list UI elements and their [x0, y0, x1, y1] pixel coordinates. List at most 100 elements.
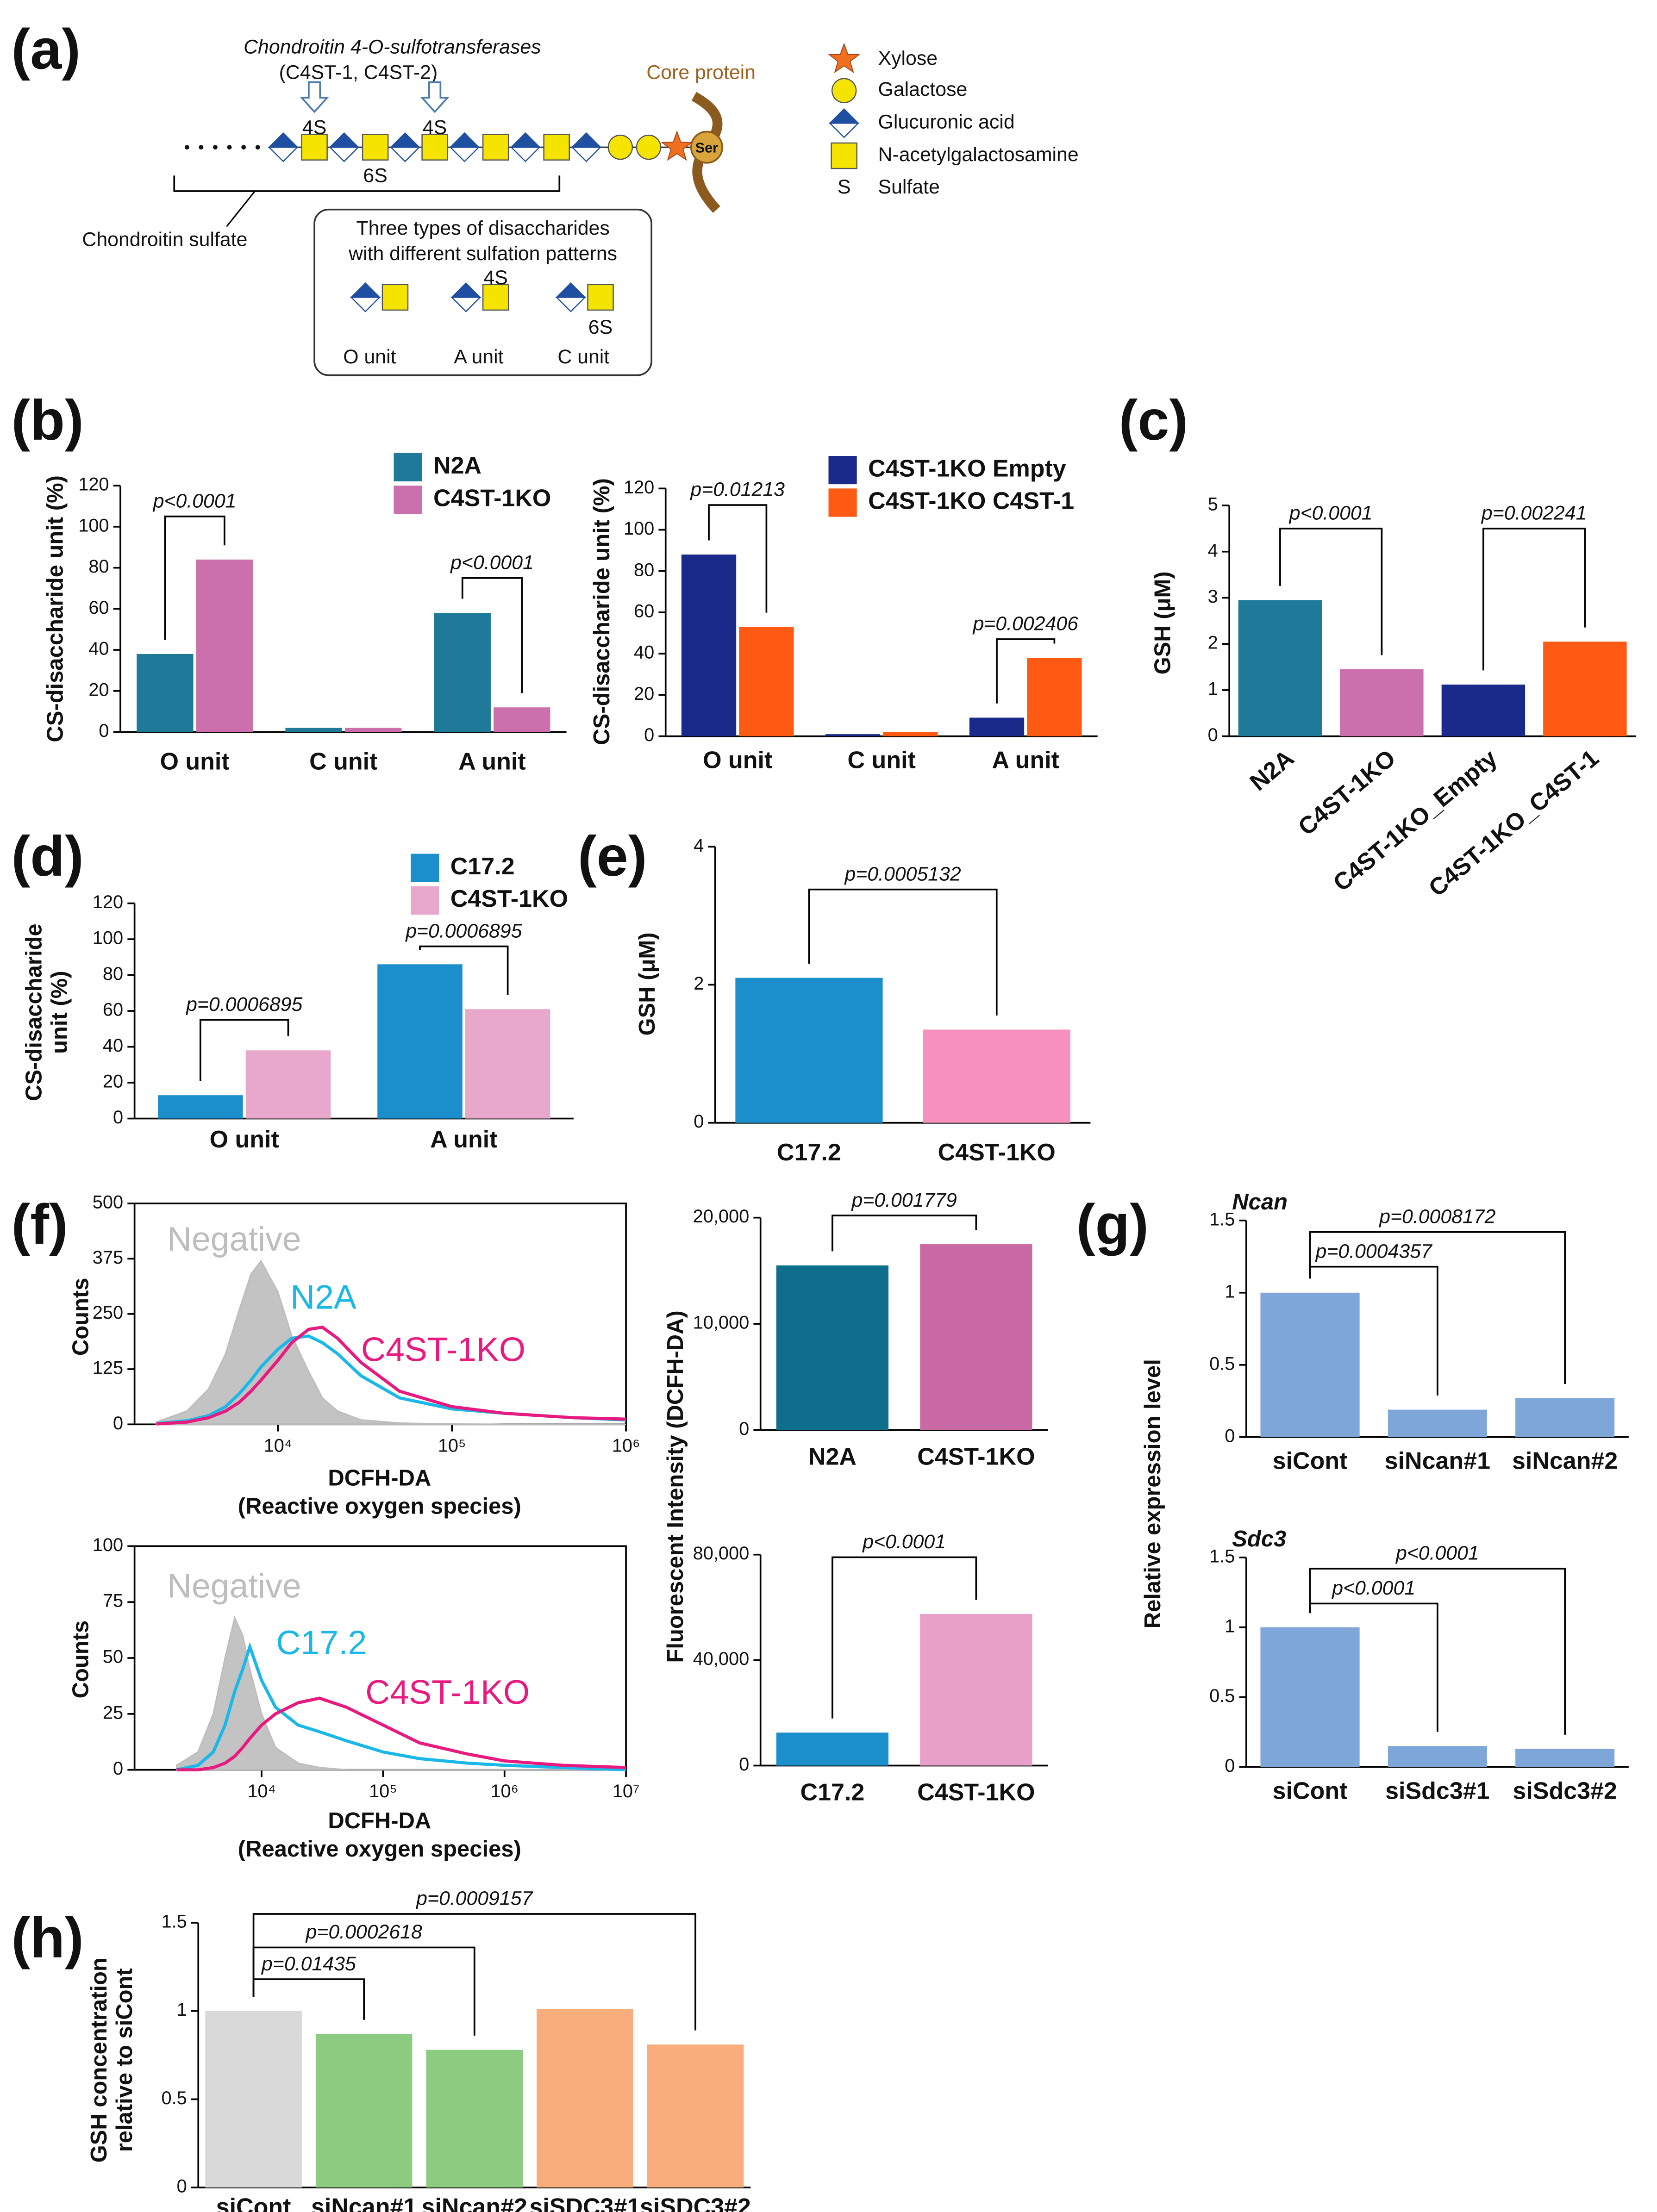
bar [1260, 1627, 1360, 1767]
core-protein-label: Core protein [646, 61, 756, 83]
significance-bracket [708, 504, 768, 613]
annotation: p=0.0005132 [844, 863, 961, 885]
series-label: N2A [290, 1278, 356, 1316]
y-axis-label: CS-disaccharide unit (%) [589, 478, 614, 745]
legend-swatch [828, 455, 857, 485]
bar [1543, 642, 1627, 736]
legend-swatch [394, 453, 422, 482]
x-axis-label: DCFH-DA [328, 1466, 431, 1491]
significance-bracket [200, 1019, 289, 1081]
bar [1340, 669, 1424, 736]
bar [315, 2034, 413, 2188]
legend-label: Galactose [878, 78, 968, 100]
significance-bracket [164, 515, 225, 640]
y-axis-label: CS-disaccharide unit (%) [43, 475, 68, 742]
chain-dots [184, 145, 260, 150]
y-tick-label: 50 [103, 1647, 123, 1667]
bar [1515, 1749, 1615, 1767]
ser-circle [690, 131, 723, 164]
bar [920, 1244, 1032, 1430]
y-tick-label: 1 [1225, 1616, 1235, 1636]
y-tick-label: 1 [1225, 1281, 1235, 1302]
unit-label: C unit [557, 346, 609, 368]
y-tick-label: 1.5 [1209, 1209, 1235, 1229]
x-tick-label: 10⁷ [613, 1781, 640, 1801]
bar [1441, 684, 1526, 736]
y-tick-label: 0 [113, 1413, 123, 1433]
bar [776, 1732, 889, 1766]
unit-label: O unit [343, 346, 396, 368]
y-tick-label: 500 [93, 1192, 123, 1213]
x-tick-label: C17.2 [800, 1779, 865, 1806]
galnac [587, 284, 614, 311]
y-axis-label: GSH (μM) [635, 932, 660, 1035]
annotation: p<0.0001 [862, 1531, 946, 1553]
y-tick-label: 4 [1208, 540, 1218, 561]
y-tick-label: 5 [1208, 494, 1218, 515]
panel-label: (c) [1119, 388, 1188, 452]
x-tick-label: 10⁶ [612, 1436, 640, 1456]
y-tick-label: 60 [88, 598, 109, 618]
x-tick-label: C4ST-1KO_Empty [1328, 745, 1502, 897]
y-tick-label: 40,000 [693, 1649, 750, 1669]
bar [923, 1029, 1070, 1123]
legend-glucuronic-acid [829, 108, 859, 138]
box [313, 208, 652, 376]
legend-label: Glucuronic acid [878, 111, 1015, 133]
histogram-line [176, 1642, 626, 1772]
y-tick-label: 20,000 [693, 1206, 750, 1227]
bar [1027, 658, 1082, 736]
glucuronic-acid [329, 132, 359, 162]
annotation: p=0.0006895 [405, 920, 522, 942]
y-tick-label: 10,000 [693, 1313, 750, 1333]
y-tick-label: 0 [113, 1758, 123, 1779]
significance-bracket [808, 888, 998, 1016]
panel-label: (a) [11, 18, 81, 81]
legend-label: N2A [433, 452, 481, 479]
galnac [421, 134, 448, 161]
y-tick-label: 20 [103, 1072, 123, 1092]
annotation: p<0.0001 [1395, 1542, 1479, 1564]
series-label: C4ST-1KO [361, 1331, 525, 1369]
x-tick-label: siSDC3#2 [640, 2194, 751, 2212]
x-tick-label: siCont [1273, 1448, 1348, 1475]
y-axis-label: relative to siCont [112, 1968, 137, 2152]
y-tick-label: 0 [739, 1419, 749, 1439]
enzyme-names: (C4ST-1, C4ST-2) [279, 61, 438, 83]
annotation: p<0.0001 [152, 490, 237, 512]
y-tick-label: 120 [624, 477, 654, 498]
legend-label: C4ST-1KO [450, 885, 568, 912]
significance-bracket [419, 945, 509, 995]
y-tick-label: 120 [78, 474, 109, 495]
bar [1260, 1292, 1360, 1437]
histogram-area [156, 1259, 626, 1425]
unit-label: A unit [454, 346, 503, 368]
significance-bracket [1482, 528, 1586, 671]
y-tick-label: 100 [624, 518, 654, 539]
legend-galactose [831, 78, 857, 103]
y-tick-label: 0 [694, 1111, 704, 1132]
legend-sulfate-symbol: S [838, 176, 851, 198]
arrow [421, 81, 449, 113]
y-axis-label: Relative expression level [1140, 1359, 1165, 1628]
bar [465, 1009, 550, 1119]
arrow [300, 81, 328, 113]
panel-label: (d) [11, 824, 83, 888]
legend-label: C4ST-1KO [433, 485, 551, 512]
bar [196, 559, 253, 732]
box-line: Three types of disaccharides [356, 217, 609, 239]
glucuronic-acid [390, 132, 420, 162]
x-tick-label: C4ST-1KO [938, 1139, 1056, 1166]
bar [377, 964, 463, 1119]
x-tick-label: O unit [210, 1126, 279, 1153]
y-tick-label: 375 [93, 1247, 123, 1268]
y-tick-label: 0 [1225, 1426, 1235, 1446]
x-tick-label: siSDC3#1 [529, 2194, 640, 2212]
x-tick-label: O unit [703, 747, 772, 773]
x-axis-label: (Reactive oxygen species) [238, 1494, 521, 1519]
bar [426, 2050, 523, 2188]
legend-swatch [394, 486, 422, 514]
y-tick-label: 100 [93, 928, 123, 948]
bar [969, 717, 1025, 736]
legend-swatch [828, 488, 857, 517]
